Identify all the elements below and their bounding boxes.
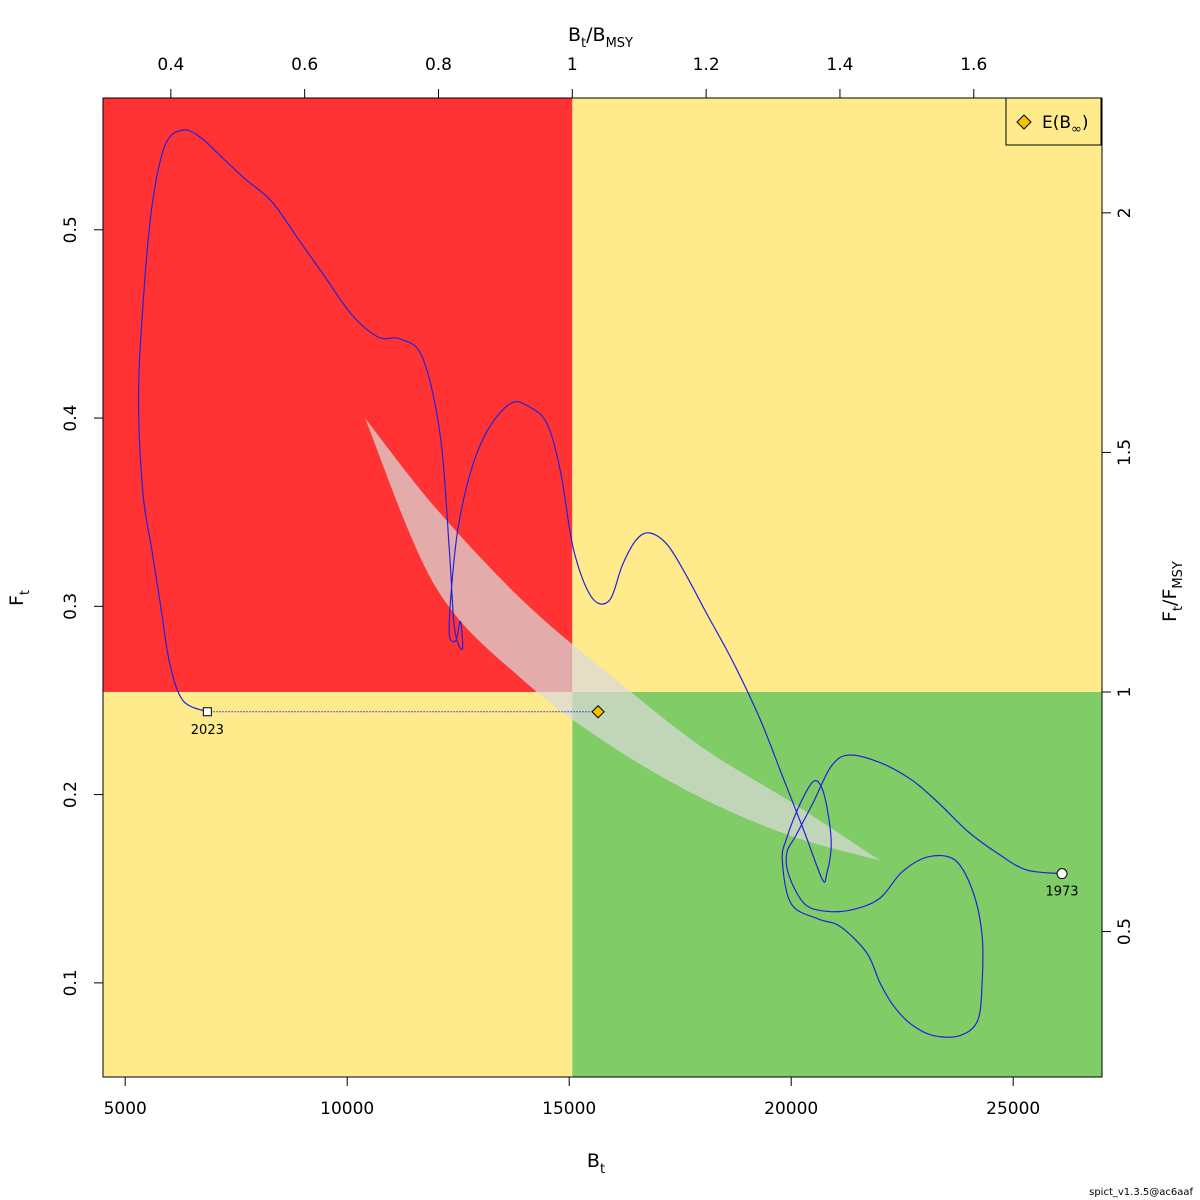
top-tick-label: 1 — [567, 55, 578, 75]
x-tick-label: 10000 — [320, 1099, 374, 1119]
version-footer: spict_v1.3.5@ac6aaf — [1089, 1187, 1193, 1198]
y-tick-label: 0.5 — [61, 216, 81, 243]
y-tick-label: 0.2 — [61, 781, 81, 808]
x-tick-label: 25000 — [986, 1099, 1040, 1119]
right-tick-label: 1 — [1115, 687, 1135, 698]
top-tick-label: 0.6 — [291, 55, 318, 75]
y-tick-label: 0.4 — [61, 405, 81, 432]
top-tick-label: 0.4 — [157, 55, 184, 75]
trajectory-layer — [137, 129, 1063, 1038]
top-tick-label: 1.2 — [693, 55, 720, 75]
first-year-label: 1973 — [1045, 885, 1078, 900]
points-layer: 1973 2023 — [191, 705, 1079, 900]
status-regions — [103, 98, 1102, 1077]
overfished-region — [103, 691, 573, 1077]
x-tick-label: 15000 — [542, 1099, 596, 1119]
last-year-label: 2023 — [191, 723, 224, 738]
right-tick-label: 0.5 — [1115, 918, 1135, 945]
first-year-point — [1056, 868, 1068, 880]
equilibrium-biomass-point — [591, 705, 605, 719]
x-tick-label: 20000 — [764, 1099, 818, 1119]
y-tick-label: 0.3 — [61, 593, 81, 620]
biomass-fishing-trajectory — [137, 129, 1063, 1038]
right-tick-label: 2 — [1115, 207, 1135, 218]
y-tick-label: 0.1 — [61, 969, 81, 996]
top-tick-label: 0.8 — [425, 55, 452, 75]
y-axis-title: Ft — [6, 590, 33, 606]
x-axis-title: Bt — [587, 1150, 605, 1177]
x-tick-label: 5000 — [104, 1099, 147, 1119]
top-tick-label: 1.4 — [826, 55, 853, 75]
legend-label: E(B∞) — [1042, 113, 1089, 137]
legend: E(B∞) — [1005, 97, 1102, 146]
top-tick-label: 1.6 — [960, 55, 987, 75]
top-axis-title: Bt/BMSY — [568, 24, 633, 51]
legend-diamond-icon — [1016, 114, 1032, 130]
last-year-point — [202, 707, 212, 717]
right-axis-title: Ft/FMSY — [1159, 561, 1186, 622]
overfishing-region — [572, 98, 1102, 692]
axes: 5000 10000 15000 20000 25000 0.1 0.2 0.3 0.4 0.5 0… — [61, 55, 1135, 1119]
right-tick-label: 1.5 — [1115, 439, 1135, 466]
